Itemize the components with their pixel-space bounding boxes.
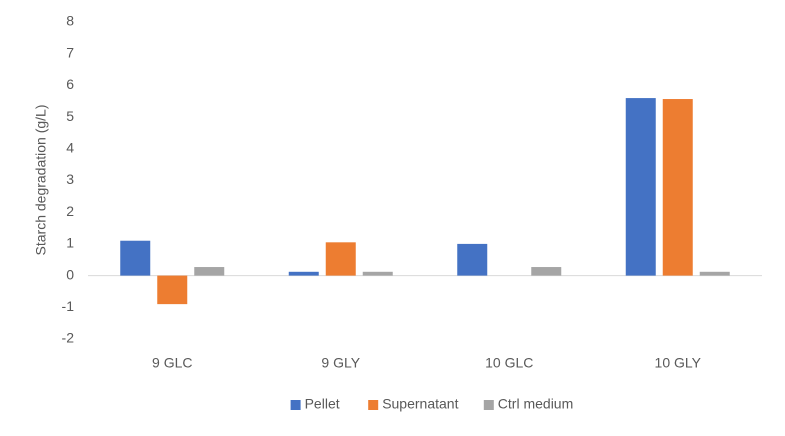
bar — [120, 240, 151, 276]
y-tick-label: -1 — [62, 298, 75, 314]
y-tick-label: 3 — [66, 171, 74, 187]
bar — [194, 267, 225, 276]
bar — [325, 242, 356, 276]
y-tick-label: 5 — [66, 108, 74, 124]
legend-label: Supernatant — [382, 396, 458, 412]
legend-swatch — [483, 400, 494, 410]
bar — [288, 271, 319, 276]
y-tick-label: 8 — [66, 13, 74, 29]
bar — [662, 99, 693, 276]
y-tick-label: 1 — [66, 235, 74, 251]
x-tick-label: 10 GLC — [485, 355, 533, 371]
bar — [362, 271, 393, 276]
y-tick-label: 2 — [66, 203, 74, 219]
y-tick-label: 0 — [66, 266, 74, 282]
legend-swatch — [368, 400, 379, 410]
y-tick-label: 6 — [66, 76, 74, 92]
bar — [457, 243, 488, 276]
y-tick-label: -2 — [62, 330, 75, 346]
legend-label: Ctrl medium — [498, 396, 573, 412]
bar — [625, 98, 656, 276]
x-tick-label: 9 GLY — [321, 355, 360, 371]
bar — [531, 267, 562, 276]
legend-swatch — [290, 400, 301, 410]
y-tick-label: 7 — [66, 44, 74, 60]
y-tick-label: 4 — [66, 140, 74, 156]
x-tick-label: 10 GLY — [655, 355, 702, 371]
bar — [157, 275, 188, 305]
bar — [699, 271, 730, 276]
legend-label: Pellet — [305, 396, 340, 412]
x-tick-label: 9 GLC — [152, 355, 192, 371]
y-axis-label: Starch degradation (g/L) — [33, 105, 49, 256]
